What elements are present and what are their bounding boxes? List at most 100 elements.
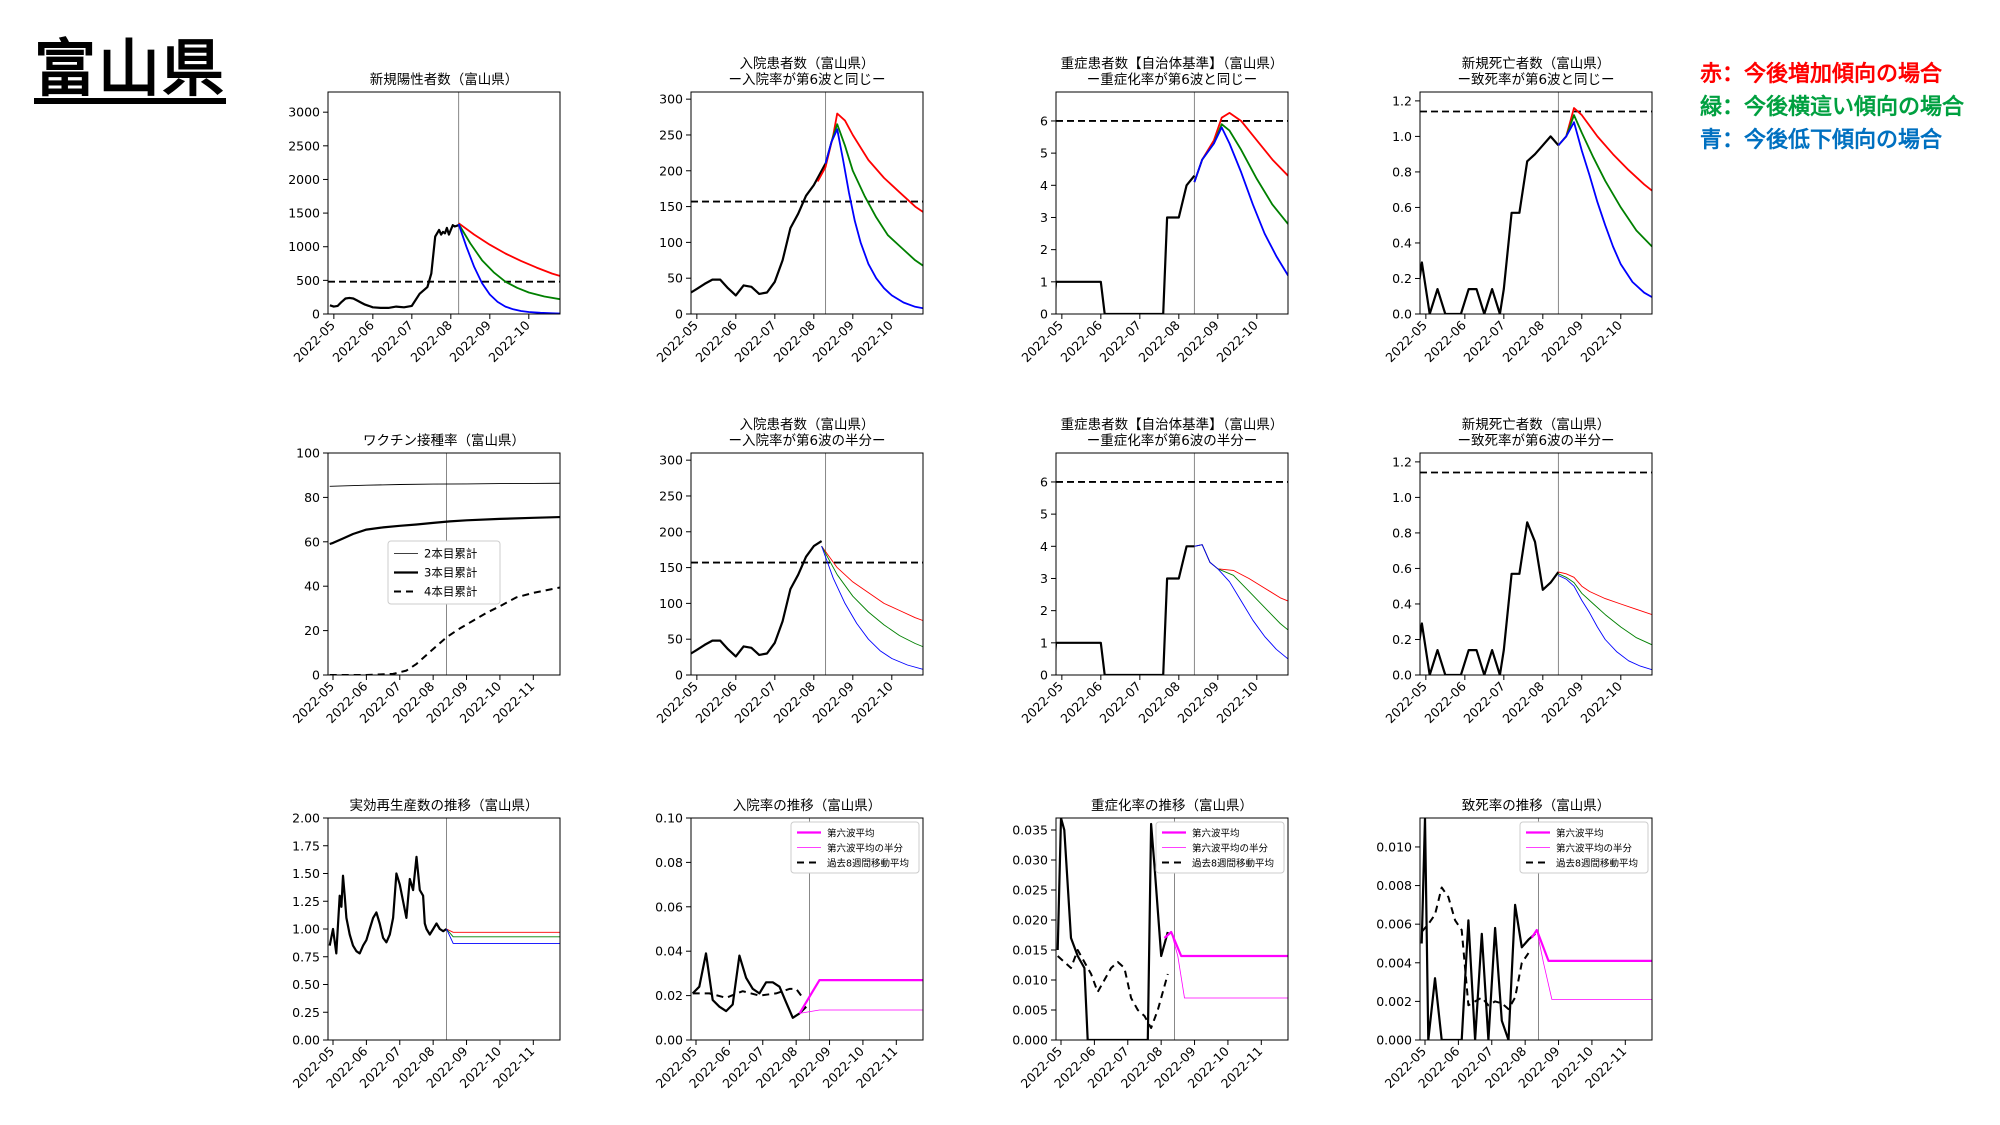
series-line-0	[691, 952, 807, 1019]
y-tick-label: 0.8	[1392, 525, 1412, 540]
legend-label: 過去8週間移動平均	[1556, 858, 1638, 870]
series-line-3	[446, 928, 560, 944]
legend-frame	[1519, 821, 1649, 874]
plot-area	[691, 453, 923, 675]
y-tick-label: 150	[659, 199, 683, 214]
y-tick-label: 0.035	[1012, 823, 1048, 838]
chart-c10: 入院率の推移（富山県）0.000.020.040.060.080.102022-…	[653, 797, 924, 1091]
chart-title: 新規死亡者数（富山県）	[1462, 55, 1611, 72]
y-tick-label: 0.030	[1012, 853, 1048, 868]
chart-c1: 新規陽性者数（富山県） 0 500 1000 1500 2000 2500 3000 2022-…	[288, 71, 561, 366]
y-tick-label: 6	[1040, 113, 1048, 128]
series-line-3	[824, 128, 923, 310]
y-tick-label: 0.2	[1392, 271, 1412, 286]
y-tick-label: 0.6	[1392, 561, 1412, 576]
x-tick-label: 2022-08	[1499, 678, 1547, 726]
chart-title: ー重症化率が第6波と同じー	[1087, 71, 1258, 88]
plot-frame	[1055, 452, 1289, 676]
x-tick-label: 2022-08	[1499, 317, 1547, 365]
y-tick-label: 0.08	[655, 855, 683, 870]
y-tick-label: 0.00	[655, 1033, 683, 1048]
chart-c7: 重症患者数【自治体基準】（富山県）ー重症化率が第6波の半分ー 0 1 2 3 4 5 6 202…	[1018, 416, 1289, 727]
series-line-0	[1056, 818, 1169, 1040]
chart-title: 新規死亡者数（富山県）	[1462, 416, 1611, 433]
series-line-3	[1164, 931, 1288, 999]
chart-title: 重症患者数【自治体基準】（富山県）	[1061, 416, 1284, 433]
page-title: 富山県	[34, 32, 227, 105]
y-tick-label: 0.008	[1376, 878, 1412, 893]
legend-label: 過去8週間移動平均	[1192, 858, 1274, 870]
x-tick-label: 2022-07	[1460, 679, 1508, 727]
legend-label: 2本目累計	[424, 547, 477, 561]
y-tick-label: 0	[312, 307, 320, 322]
series-line-2	[1163, 930, 1288, 958]
plot-frame	[690, 817, 924, 1041]
series-line-0	[329, 224, 459, 309]
series-line-2	[1530, 928, 1652, 963]
series-line-3	[1558, 575, 1652, 671]
y-tick-label: 6	[1040, 474, 1048, 489]
plot-frame	[1419, 817, 1653, 1041]
y-tick-label: 1.75	[292, 838, 320, 853]
legend-frame	[1155, 821, 1285, 874]
chart-title: 重症化率の推移（富山県）	[1091, 797, 1253, 814]
y-tick-label: 1.0	[1392, 129, 1412, 144]
plot-frame	[1055, 91, 1289, 315]
y-tick-label: 0.04	[655, 944, 683, 959]
plot-frame	[1055, 817, 1289, 1041]
chart-title: ー入院率が第6波の半分ー	[728, 432, 885, 449]
y-tick-label: 3	[1040, 210, 1048, 225]
y-tick-label: 0.8	[1392, 164, 1412, 179]
chart-title: 入院患者数（富山県）	[740, 55, 875, 72]
x-tick-label: 2022-10	[1577, 317, 1625, 365]
y-tick-label: 0	[1040, 307, 1048, 322]
x-tick-label: 2022-09	[446, 317, 494, 365]
y-tick-label: 1.2	[1392, 454, 1412, 469]
plot-area	[691, 92, 923, 314]
series-line-3	[1193, 126, 1288, 277]
y-tick-label: 2000	[288, 172, 320, 187]
y-tick-label: 1000	[288, 239, 320, 254]
series-line-1	[1557, 107, 1652, 192]
y-tick-label: 0.002	[1376, 994, 1412, 1009]
x-tick-label: 2022-07	[731, 318, 779, 366]
y-tick-label: 1500	[288, 206, 320, 221]
x-tick-label: 2022-09	[809, 317, 857, 365]
series-line-3	[1557, 121, 1652, 299]
x-tick-label: 2022-05	[290, 318, 338, 366]
x-tick-label: 2022-08	[770, 317, 818, 365]
x-tick-label: 2022-09	[809, 678, 857, 726]
y-tick-label: 1.00	[292, 922, 320, 937]
y-tick-label: 500	[296, 273, 320, 288]
x-tick-label: 2022-05	[1382, 318, 1430, 366]
x-tick-label: 2022-08	[1135, 317, 1183, 365]
x-tick-label: 2022-10	[485, 317, 533, 365]
y-tick-label: 5	[1040, 507, 1048, 522]
chart-title: 新規陽性者数（富山県）	[370, 71, 519, 88]
y-tick-label: 0.50	[292, 977, 320, 992]
series-line-0	[1056, 545, 1195, 675]
chart-c6: 入院患者数（富山県）ー入院率が第6波の半分ー 0 50 100 150 200 250 300…	[653, 416, 924, 726]
series-line-2	[821, 545, 923, 648]
y-tick-label: 200	[659, 524, 683, 539]
x-tick-label: 2022-07	[1460, 318, 1508, 366]
y-tick-label: 0	[312, 668, 320, 683]
series-line-1	[1194, 544, 1288, 602]
series-line-3	[821, 545, 923, 670]
x-tick-label: 2022-07	[1096, 318, 1144, 366]
chart-title: ー入院率が第6波と同じー	[728, 71, 885, 88]
chart-title: ー重症化率が第6波の半分ー	[1087, 432, 1258, 449]
series-line-0	[691, 540, 823, 658]
series-line-1	[458, 222, 560, 277]
legend-label: 第六波平均	[1556, 828, 1604, 840]
x-tick-label: 2022-07	[1096, 679, 1144, 727]
chart-title: ー致死率が第6波と同じー	[1457, 71, 1614, 88]
y-tick-label: 2500	[288, 138, 320, 153]
y-tick-label: 0.06	[655, 899, 683, 914]
y-tick-label: 5	[1040, 146, 1048, 161]
series-line-1	[821, 545, 923, 622]
legend-label: 過去8週間移動平均	[827, 858, 909, 870]
y-tick-label: 0.004	[1376, 955, 1412, 970]
